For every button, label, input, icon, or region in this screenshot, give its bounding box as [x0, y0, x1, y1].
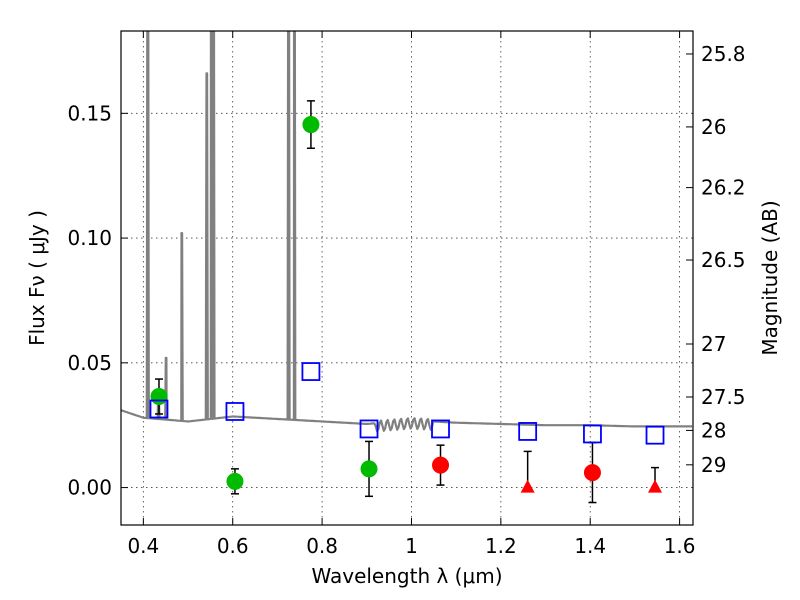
y2-tick-label: 29 — [701, 453, 726, 477]
data-point — [583, 464, 601, 482]
data-point — [432, 456, 450, 474]
x-tick-label: 1.6 — [664, 534, 696, 558]
data-point — [226, 472, 244, 490]
data-point — [150, 388, 168, 406]
x-axis-title: Wavelength λ (μm) — [311, 564, 502, 588]
upper-limit-point — [648, 479, 663, 493]
y2-tick-label: 26.2 — [701, 176, 746, 200]
upper-limit-point — [520, 479, 535, 493]
x-tick-label: 1.2 — [485, 534, 517, 558]
model-point — [149, 399, 169, 419]
grid — [121, 31, 693, 525]
y2-tick-label: 28 — [701, 418, 726, 442]
model-point — [431, 419, 450, 439]
x-tick-label: 0.6 — [217, 534, 249, 558]
model-point — [645, 425, 665, 445]
x-tick-label: 1 — [405, 534, 418, 558]
model-point — [359, 419, 379, 439]
model-point — [301, 362, 321, 381]
y2-axis: 25.8 26 26.2 26.5 27 27.5 28 29 — [686, 42, 746, 477]
y2-tick-label: 26.5 — [701, 248, 746, 272]
y-tick-label: 0.10 — [67, 226, 112, 250]
y-axis-title: Flux Fν ( μJy ) — [25, 210, 49, 346]
x-tick-label: 0.4 — [127, 534, 159, 558]
y-axis: 0.00 0.05 0.10 0.15 — [67, 101, 128, 500]
data-point — [302, 116, 320, 134]
y2-tick-label: 27 — [701, 332, 726, 356]
x-axis: 0.4 0.6 0.8 1 1.2 1.4 1.6 — [127, 31, 696, 558]
y2-tick-label: 27.5 — [701, 385, 746, 409]
plot-frame — [120, 30, 694, 526]
data-layer — [121, 31, 693, 504]
y-tick-label: 0.00 — [67, 476, 112, 500]
data-point — [360, 460, 378, 478]
model-point — [518, 422, 538, 441]
model-point — [583, 424, 602, 444]
y2-axis-title: Magnitude (AB) — [758, 200, 782, 355]
y2-tick-label: 26 — [701, 115, 726, 139]
y2-tick-label: 25.8 — [701, 42, 746, 66]
x-tick-label: 1.4 — [574, 534, 606, 558]
x-tick-label: 0.8 — [306, 534, 338, 558]
y-tick-label: 0.05 — [67, 351, 112, 375]
model-point — [225, 402, 245, 421]
y-tick-label: 0.15 — [67, 101, 112, 125]
